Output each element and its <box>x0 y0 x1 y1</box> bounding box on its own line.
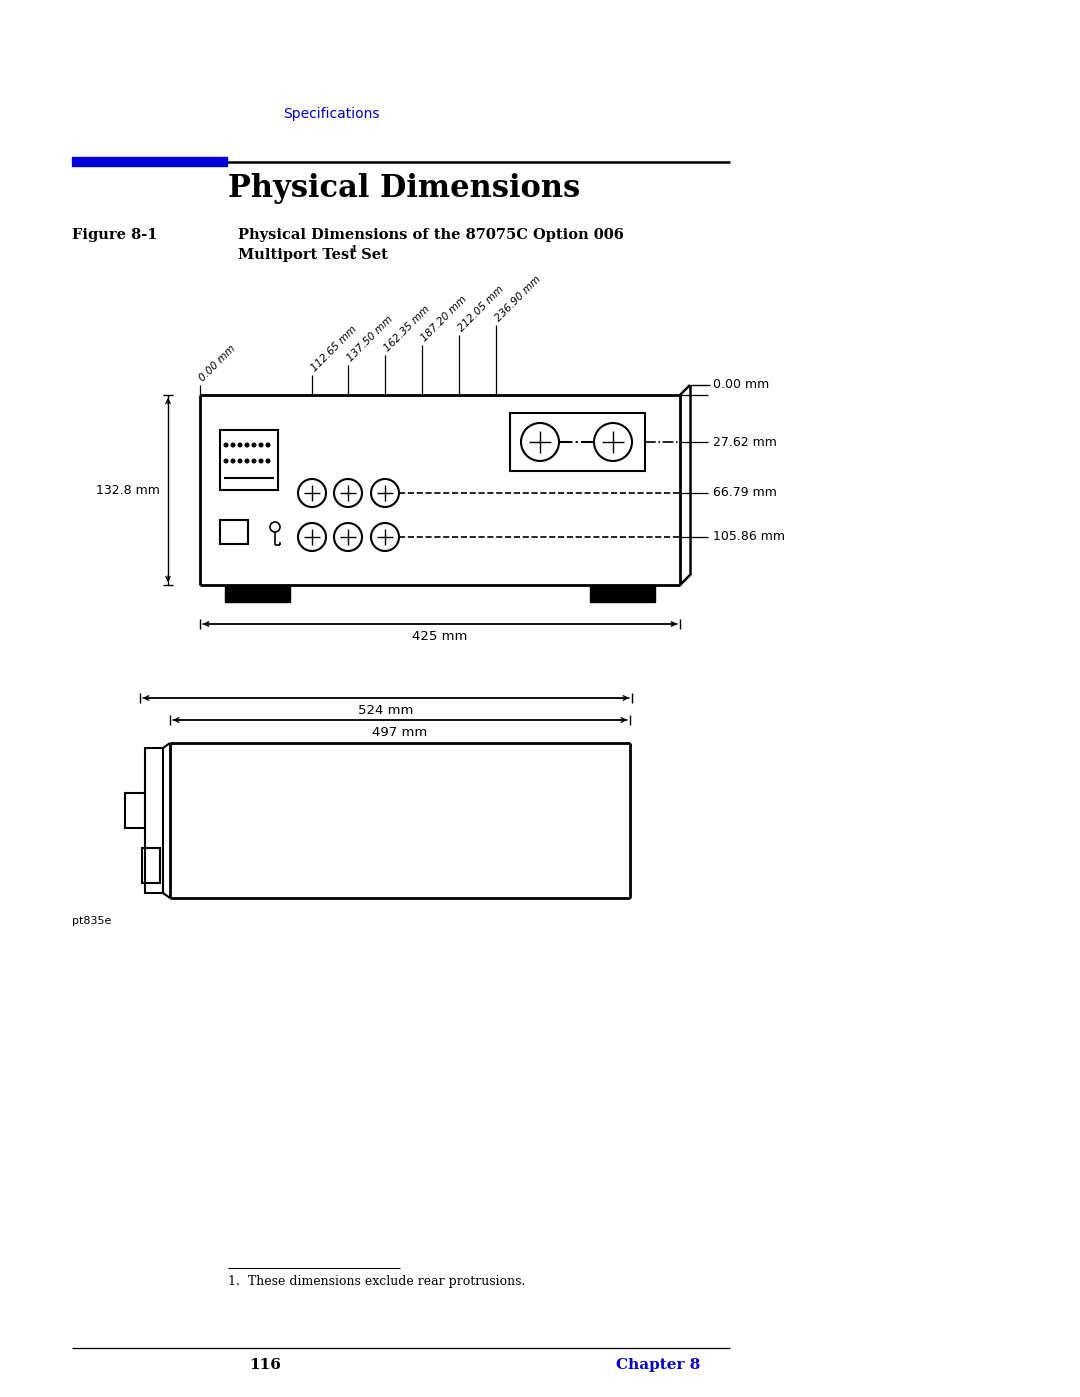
Text: 236.90 mm: 236.90 mm <box>492 274 542 323</box>
Circle shape <box>239 460 242 462</box>
Text: 105.86 mm: 105.86 mm <box>713 531 785 543</box>
Bar <box>125 793 145 828</box>
Text: 132.8 mm: 132.8 mm <box>96 483 160 496</box>
Bar <box>510 414 645 471</box>
Circle shape <box>253 443 256 447</box>
Bar <box>145 747 163 893</box>
Text: pt835e: pt835e <box>72 916 111 926</box>
Text: 137.50 mm: 137.50 mm <box>345 313 394 363</box>
Text: 187.20 mm: 187.20 mm <box>419 293 469 344</box>
Circle shape <box>245 443 248 447</box>
Bar <box>225 585 291 602</box>
Text: 524 mm: 524 mm <box>359 704 414 717</box>
Text: 112.65 mm: 112.65 mm <box>309 324 359 373</box>
Circle shape <box>259 460 262 462</box>
Text: 0.00 mm: 0.00 mm <box>713 379 769 391</box>
Text: 66.79 mm: 66.79 mm <box>713 486 777 500</box>
Circle shape <box>239 443 242 447</box>
Text: 497 mm: 497 mm <box>373 726 428 739</box>
Text: 0.00 mm: 0.00 mm <box>197 342 237 383</box>
Text: Physical Dimensions: Physical Dimensions <box>228 173 580 204</box>
Bar <box>72 156 227 166</box>
Text: Figure 8-1: Figure 8-1 <box>72 228 158 242</box>
Bar <box>590 585 654 602</box>
Text: Physical Dimensions of the 87075C Option 006: Physical Dimensions of the 87075C Option… <box>238 228 624 242</box>
Text: Multiport Test Set: Multiport Test Set <box>238 249 388 263</box>
Circle shape <box>225 443 228 447</box>
Text: 27.62 mm: 27.62 mm <box>713 436 777 448</box>
Circle shape <box>245 460 248 462</box>
Text: 212.05 mm: 212.05 mm <box>456 284 505 332</box>
Circle shape <box>231 460 234 462</box>
Bar <box>141 848 160 883</box>
Circle shape <box>231 443 234 447</box>
Circle shape <box>225 460 228 462</box>
Text: 425 mm: 425 mm <box>413 630 468 643</box>
Circle shape <box>253 460 256 462</box>
Circle shape <box>259 443 262 447</box>
Text: 116: 116 <box>249 1358 281 1372</box>
Bar <box>220 430 278 490</box>
Text: 162.35 mm: 162.35 mm <box>382 303 431 353</box>
Bar <box>220 520 248 543</box>
Circle shape <box>266 460 270 462</box>
Text: 1: 1 <box>351 244 357 254</box>
Circle shape <box>266 443 270 447</box>
Text: 1.  These dimensions exclude rear protrusions.: 1. These dimensions exclude rear protrus… <box>228 1275 525 1288</box>
Text: Chapter 8: Chapter 8 <box>616 1358 700 1372</box>
Text: Specifications: Specifications <box>283 108 379 122</box>
